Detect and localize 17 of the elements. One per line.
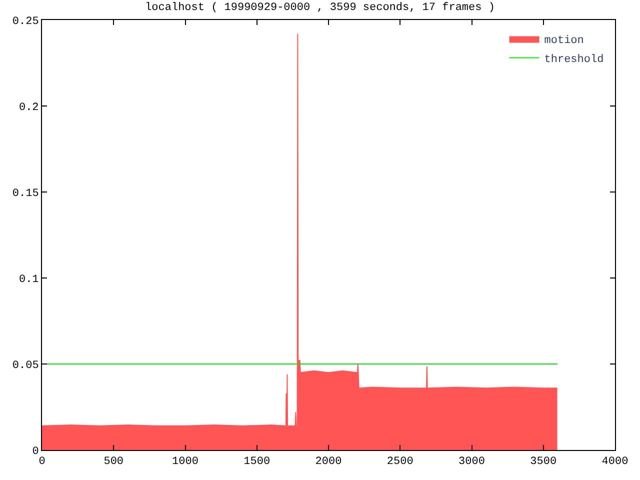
x-tick-label: 2500 bbox=[386, 456, 414, 468]
y-tick-label: 0.15 bbox=[12, 188, 39, 200]
legend-label: threshold bbox=[544, 54, 604, 66]
y-tick-label: 0.1 bbox=[18, 274, 40, 286]
x-tick-label: 4000 bbox=[602, 456, 628, 468]
x-tick-label: 500 bbox=[104, 456, 124, 468]
y-tick-label: 0.25 bbox=[12, 16, 39, 28]
legend-label: motion bbox=[544, 35, 584, 48]
y-tick-label: 0 bbox=[32, 446, 39, 458]
y-tick-label: 0.2 bbox=[18, 102, 39, 114]
x-tick-label: 2000 bbox=[315, 456, 342, 468]
y-tick-label: 0.05 bbox=[12, 360, 39, 372]
x-tick-label: 1000 bbox=[172, 456, 198, 468]
x-tick-label: 3000 bbox=[458, 456, 485, 468]
x-tick-label: 1500 bbox=[244, 456, 270, 468]
x-tick-label: 3500 bbox=[530, 456, 557, 468]
chart-title: localhost ( 19990929-0000 , 3599 seconds, 17 frames ) bbox=[145, 2, 495, 14]
